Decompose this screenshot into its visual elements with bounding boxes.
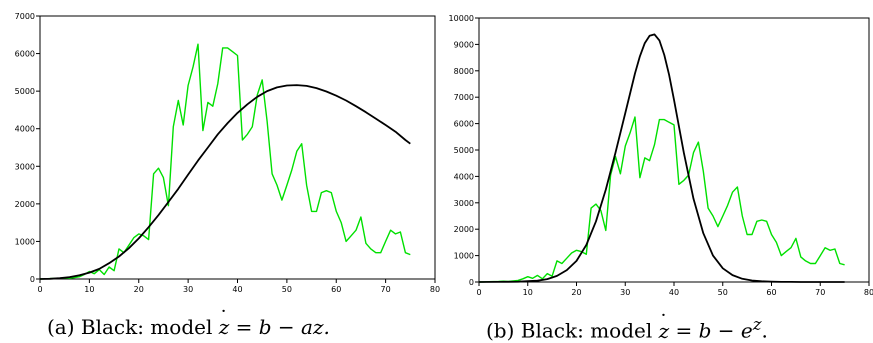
x-tick-label: 0 [476, 288, 481, 297]
x-tick-label: 10 [84, 285, 94, 294]
y-tick-label: 4000 [15, 125, 35, 134]
x-tick-label: 40 [669, 288, 679, 297]
x-tick-label: 80 [430, 285, 440, 294]
x-tick-label: 70 [815, 288, 825, 297]
chart-a: 0 1000 2000 3000 4000 5000 6000 7000 0 10 20 30 40 50… [15, 12, 440, 294]
x-tick-label: 30 [183, 285, 193, 294]
x-tick-label: 20 [571, 288, 581, 297]
y-tick-label: 9000 [454, 40, 474, 49]
observed-data-line [39, 43, 411, 280]
model-curve-line [478, 33, 845, 283]
y-tick-label: 8000 [454, 67, 474, 76]
y-tick-label: 6000 [454, 120, 474, 129]
y-tick-label: 4000 [454, 172, 474, 181]
y-tick-label: 5000 [454, 146, 474, 155]
observed-data-line [478, 116, 845, 283]
y-tick-label: 7000 [454, 93, 474, 102]
y-tick-label: 10000 [449, 14, 474, 23]
model-curve-line [39, 84, 411, 280]
y-tick-label: 3000 [454, 199, 474, 208]
y-tick-label: 1000 [454, 252, 474, 261]
y-tick-label: 6000 [15, 50, 35, 59]
y-tick-label: 2000 [454, 225, 474, 234]
caption-b: (b) Black: model z = b − ez. [486, 305, 768, 343]
y-tick-label: 2000 [15, 200, 35, 209]
x-tick-label: 60 [331, 285, 341, 294]
x-tick-label: 70 [381, 285, 391, 294]
panel-a: 0 1000 2000 3000 4000 5000 6000 7000 0 10 20 30 40 50… [0, 0, 440, 343]
y-tick-label: 0 [469, 278, 474, 287]
x-tick-label: 50 [282, 285, 292, 294]
x-tick-label: 50 [718, 288, 728, 297]
y-tick-label: 0 [30, 275, 35, 284]
y-tick-label: 1000 [15, 237, 35, 246]
plot-frame [478, 17, 870, 283]
y-tick-label: 7000 [15, 12, 35, 21]
x-tick-label: 30 [620, 288, 630, 297]
x-tick-label: 20 [134, 285, 144, 294]
y-tick-label: 5000 [15, 87, 35, 96]
x-tick-label: 10 [523, 288, 533, 297]
panel-b: 0 1000 2000 3000 4000 5000 6000 7000 8000 9000 100… [441, 0, 873, 343]
x-tick-label: 80 [864, 288, 873, 297]
caption-a: (a) Black: model z = b − az. [47, 301, 330, 339]
x-tick-label: 0 [37, 285, 42, 294]
chart-b: 0100020003000400050006000700080009000100… [449, 14, 873, 297]
x-tick-label: 60 [766, 288, 776, 297]
y-tick-label: 3000 [15, 162, 35, 171]
x-tick-label: 40 [232, 285, 242, 294]
